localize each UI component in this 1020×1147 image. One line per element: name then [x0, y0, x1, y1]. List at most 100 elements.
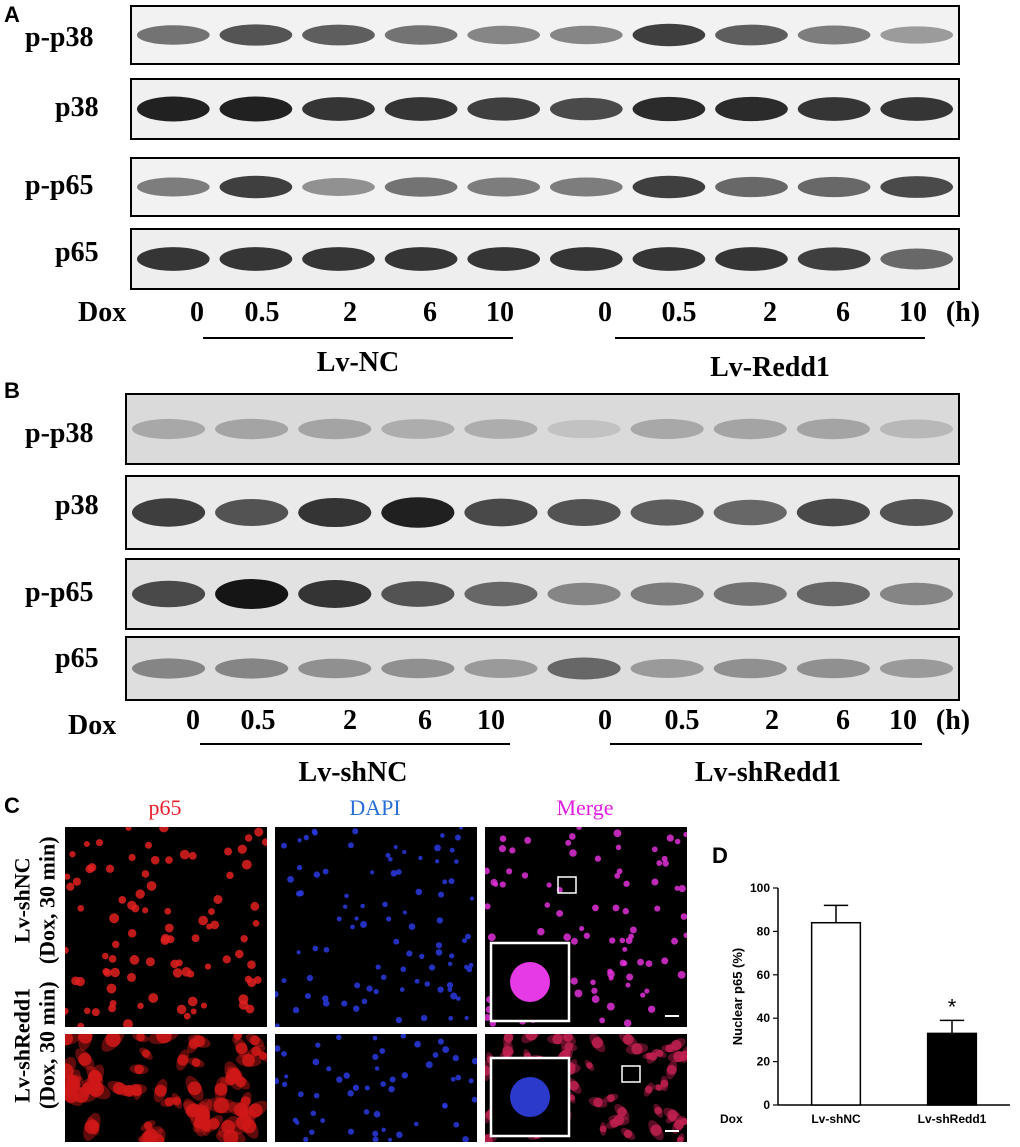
panel-b-unit-label: (h) [935, 705, 971, 736]
blot-band [215, 579, 289, 609]
panel-a-lane-label: 0 [598, 297, 612, 328]
blot-band [715, 96, 788, 122]
panel-a-blot-pp38 [130, 5, 960, 65]
panel-a-group-label-right: Lv-Redd1 [710, 352, 830, 383]
blot-band [549, 177, 623, 197]
panel-b-lane-label: 0 [186, 705, 200, 736]
blot-band [549, 247, 623, 271]
blot-band [549, 97, 623, 121]
panel-b-blot-p38 [125, 475, 960, 550]
panel-a-lane-label: 10 [486, 297, 514, 328]
chart-y-tick-label: 20 [757, 1055, 771, 1069]
blot-band [136, 247, 210, 271]
panel-a-dox-label: Dox [78, 297, 127, 328]
blot-band [547, 657, 621, 680]
panel-b-group-line-left [200, 743, 510, 745]
chart-x-tick-label: Lv-shRedd1 [918, 1112, 987, 1126]
blot-band [715, 24, 788, 46]
blot-band [381, 581, 455, 607]
panel-c-row2-line1: Lv-shRedd1 [9, 987, 35, 1103]
blot-band [298, 658, 372, 679]
micrograph-shredd1-merge [485, 1034, 687, 1142]
panel-c-letter: C [4, 793, 20, 818]
chart-significance-marker: * [948, 994, 957, 1019]
blot-band [219, 175, 293, 199]
blot-band [467, 25, 541, 45]
blot-band [384, 177, 458, 197]
blot-band [879, 659, 954, 678]
blot-band [547, 499, 621, 526]
panel-a-blot-p65 [130, 228, 960, 290]
micrograph-shredd1-dapi [275, 1034, 477, 1142]
blot-band [547, 419, 621, 439]
blot-band [713, 658, 787, 679]
blot-band [464, 659, 538, 678]
blot-band [879, 499, 954, 526]
panel-a-group-line-right [615, 337, 925, 339]
blot-band [715, 176, 788, 198]
blot-band [797, 247, 871, 271]
blot-band [215, 418, 289, 440]
blot-band [549, 25, 623, 45]
blot-band [880, 26, 954, 44]
chart-y-tick-label: 100 [750, 881, 770, 895]
panel-b-group-label-right: Lv-shRedd1 [694, 757, 842, 788]
blot-band [796, 498, 870, 527]
blot-band [467, 97, 541, 121]
micrograph-shnc-dapi [275, 827, 477, 1027]
panel-a-lane-label: 2 [343, 297, 357, 328]
panel-b-letter: B [4, 378, 20, 403]
blot-band [136, 96, 210, 122]
chart-dox-label: Dox [720, 1112, 743, 1126]
panel-b-group-label-left: Lv-shNC [298, 757, 408, 788]
panel-a-lane-label: 2 [763, 297, 777, 328]
panel-b-dox-label: Dox [68, 710, 117, 741]
blot-band [384, 25, 458, 45]
blot-band [796, 658, 870, 679]
blot-band [467, 247, 541, 271]
chart-bar [810, 921, 862, 1106]
blot-band [880, 248, 954, 270]
blot-band [136, 25, 210, 45]
panel-b-blot-pp38 [125, 393, 960, 465]
panel-a-blot-label-pp38: p-p38 [25, 22, 94, 53]
blot-band [384, 97, 458, 121]
blot-band [796, 418, 870, 440]
panel-a-lane-label: 0 [190, 297, 204, 328]
micrograph-shnc-p65 [65, 827, 267, 1027]
blot-band [381, 658, 455, 679]
panel-a-blot-label-p38: p38 [55, 92, 99, 123]
blot-band [713, 418, 787, 440]
blot-band [715, 247, 788, 271]
blot-band [131, 658, 206, 679]
blot-band [298, 418, 372, 440]
blot-band [547, 582, 621, 606]
blot-band [136, 177, 210, 197]
blot-band [630, 418, 704, 440]
panel-b-lane-label: 2 [343, 705, 357, 736]
blot-band [713, 582, 787, 606]
blot-band [464, 498, 538, 527]
blot-band [630, 499, 704, 526]
blot-band [632, 96, 706, 122]
panel-a-lane-label: 10 [899, 297, 927, 328]
chart-y-tick-label: 60 [757, 968, 771, 982]
blot-band [632, 23, 706, 47]
micrograph-shredd1-p65 [65, 1034, 267, 1142]
panel-c-row2-line2: (Dox, 30 min) [35, 981, 60, 1110]
blot-band [384, 247, 458, 271]
blot-band [302, 24, 375, 46]
blot-band [796, 581, 870, 607]
panel-a-group-line-left [203, 337, 513, 339]
chart-x-tick-label: Lv-shNC [811, 1112, 861, 1126]
micrograph-shnc-merge [485, 827, 687, 1027]
panel-b-blot-label-p65: p65 [55, 643, 99, 674]
blot-band [880, 97, 954, 121]
panel-a-lane-label: 0.5 [244, 297, 280, 328]
blot-band [215, 499, 289, 526]
blot-band [302, 178, 375, 196]
blot-band [302, 97, 375, 121]
blot-band [797, 97, 871, 121]
panel-d-letter: D [712, 843, 728, 868]
panel-a-lane-label: 6 [423, 297, 437, 328]
